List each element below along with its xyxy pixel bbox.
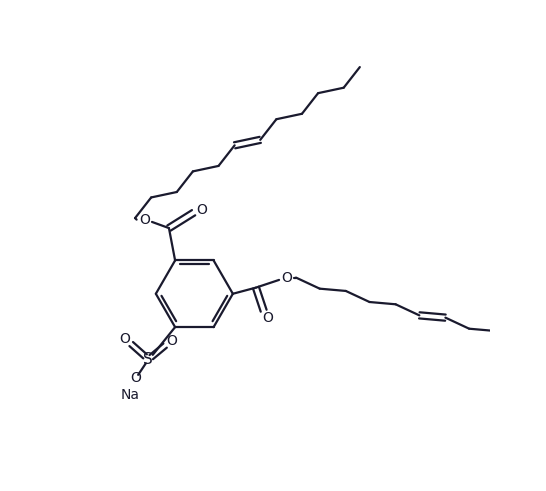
Text: O: O	[139, 213, 150, 227]
Text: Na: Na	[120, 388, 139, 402]
Text: O: O	[119, 332, 130, 347]
Text: O: O	[130, 371, 141, 385]
Text: O: O	[167, 334, 177, 348]
Text: O: O	[196, 203, 207, 217]
Text: O: O	[281, 271, 292, 285]
Text: O: O	[262, 311, 273, 326]
Text: S: S	[143, 352, 153, 367]
